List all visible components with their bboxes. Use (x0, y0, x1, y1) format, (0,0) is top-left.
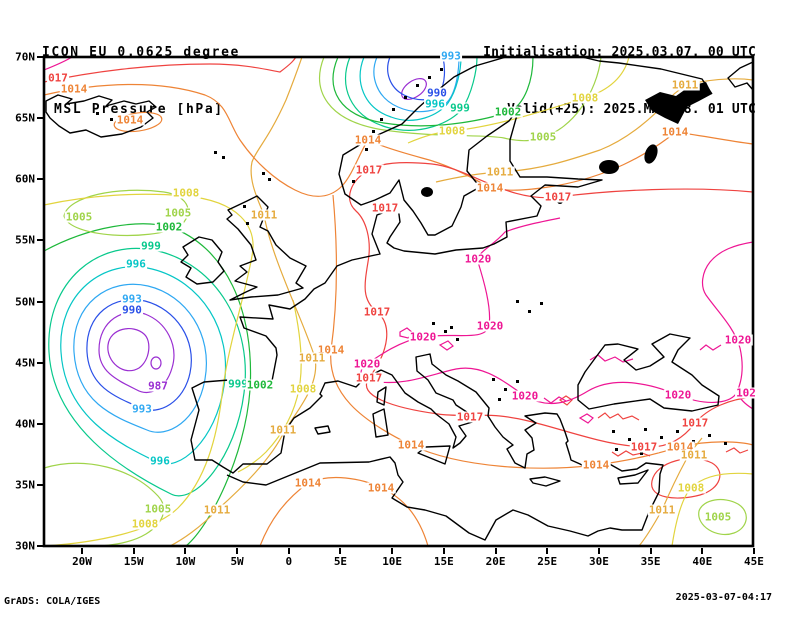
grads-credit: GrADS: COLA/IGES (4, 596, 101, 607)
coast-ireland (180, 236, 225, 285)
creation-timestamp: 2025-03-07-04:17 (675, 592, 772, 603)
field-title: MSL Pressure [hPa] (54, 102, 224, 117)
map-frame (42, 55, 755, 548)
lake-onega (644, 144, 658, 164)
coast-kola (579, 57, 713, 95)
coast-sicily (417, 445, 451, 465)
coast-sardinia (372, 408, 389, 438)
coast-crete (529, 476, 561, 487)
coast-britain (226, 195, 307, 301)
coast-blacksea (577, 333, 720, 412)
coast-mainland (190, 57, 664, 541)
coastlines (45, 57, 753, 541)
coast-kanin (727, 61, 753, 91)
map-specks (96, 68, 727, 455)
coast-corsica (376, 386, 387, 406)
lakes (421, 82, 712, 204)
white-sea (645, 82, 712, 124)
lake-peipus (556, 192, 564, 204)
coast-iceland (45, 94, 157, 138)
coast-mallorca (314, 425, 331, 435)
lake-vanern (421, 187, 433, 197)
lake-ladoga (599, 160, 619, 174)
coast-cyprus (617, 469, 649, 485)
